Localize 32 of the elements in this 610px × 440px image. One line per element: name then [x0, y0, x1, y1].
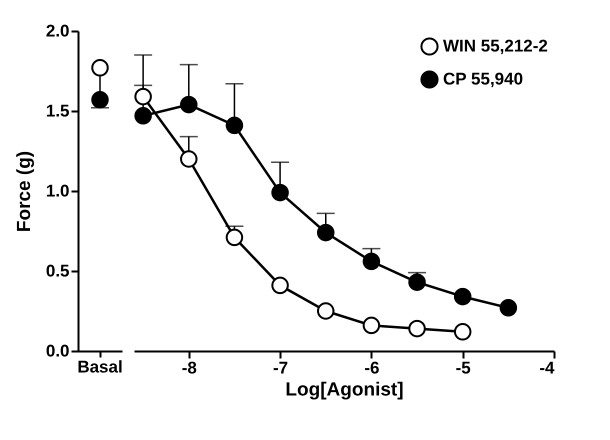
point	[408, 320, 426, 338]
point	[180, 96, 198, 114]
point	[454, 288, 472, 306]
point	[226, 116, 244, 134]
y-tick-label: 1.5	[46, 102, 70, 120]
x-tick-label: -7	[273, 358, 288, 378]
point	[408, 273, 426, 291]
point	[362, 316, 380, 334]
legend-label: CP 55,940	[443, 70, 524, 88]
point	[180, 150, 198, 168]
point	[316, 302, 334, 320]
x-axis-title: Log[Agonist]	[285, 380, 404, 400]
point	[362, 252, 380, 270]
point	[271, 276, 289, 294]
x-tick-label: -5	[456, 358, 471, 378]
x-tick-label: -4	[539, 358, 556, 378]
point	[134, 88, 152, 106]
x-tick-label: Basal	[77, 358, 123, 376]
x-tick-label: -8	[182, 358, 197, 378]
legend-label: WIN 55,212-2	[443, 36, 548, 56]
y-tick-label: 2.0	[46, 22, 70, 40]
point	[500, 299, 518, 317]
y-tick-label: 1.0	[46, 182, 70, 200]
x-tick-label: -6	[364, 358, 380, 378]
point	[134, 107, 152, 125]
y-tick-label: 0.5	[46, 262, 70, 280]
point	[316, 224, 334, 242]
y-tick-label: 0.0	[46, 342, 70, 360]
point	[454, 323, 472, 341]
y-axis-title: Force (g)	[14, 150, 35, 232]
point	[226, 228, 244, 246]
point	[271, 184, 289, 202]
